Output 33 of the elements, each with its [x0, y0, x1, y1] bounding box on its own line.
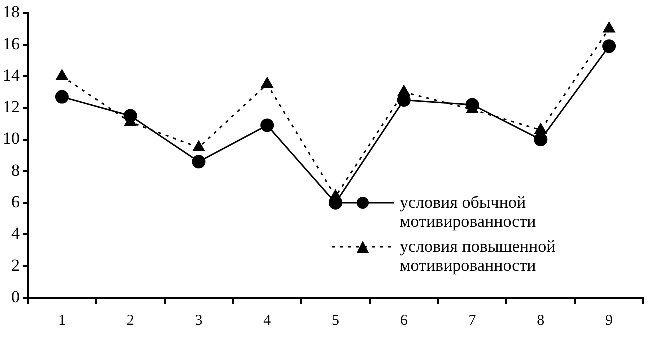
- x-tick-label: 2: [126, 312, 134, 329]
- y-tick-label: 6: [12, 192, 20, 212]
- y-tick-label: 16: [3, 34, 20, 54]
- x-tick-label: 3: [195, 312, 203, 329]
- point: [55, 90, 69, 104]
- point: [603, 22, 616, 33]
- point: [330, 190, 342, 200]
- x-tick-label: 6: [400, 312, 408, 329]
- legend-label: условия обычной мотивированности: [400, 193, 538, 231]
- x-tick-label: 4: [264, 312, 272, 329]
- point: [534, 124, 547, 134]
- x-tick-label: 8: [537, 312, 545, 329]
- y-tick-label: 4: [12, 224, 20, 244]
- point: [534, 133, 548, 147]
- y-tick-label: 14: [3, 66, 20, 85]
- point: [56, 70, 68, 80]
- y-tick-label: 0: [12, 287, 20, 306]
- point: [261, 78, 274, 88]
- y-tick-label: 8: [12, 160, 20, 180]
- legend-label: условия повышенной мотивированности: [400, 237, 557, 275]
- point: [602, 40, 616, 54]
- x-tick-label: 9: [606, 312, 614, 329]
- x-tick-label: 1: [58, 312, 66, 329]
- point: [398, 86, 410, 96]
- point: [192, 155, 206, 169]
- y-tick-label: 10: [3, 129, 20, 148]
- x-tick-label: 5: [332, 312, 340, 329]
- y-tick-label: 2: [12, 256, 20, 275]
- y-tick-label: 12: [3, 98, 20, 117]
- x-tick-label: 7: [468, 312, 477, 329]
- point: [260, 118, 274, 132]
- y-tick-label: 18: [3, 2, 20, 22]
- point: [193, 140, 205, 152]
